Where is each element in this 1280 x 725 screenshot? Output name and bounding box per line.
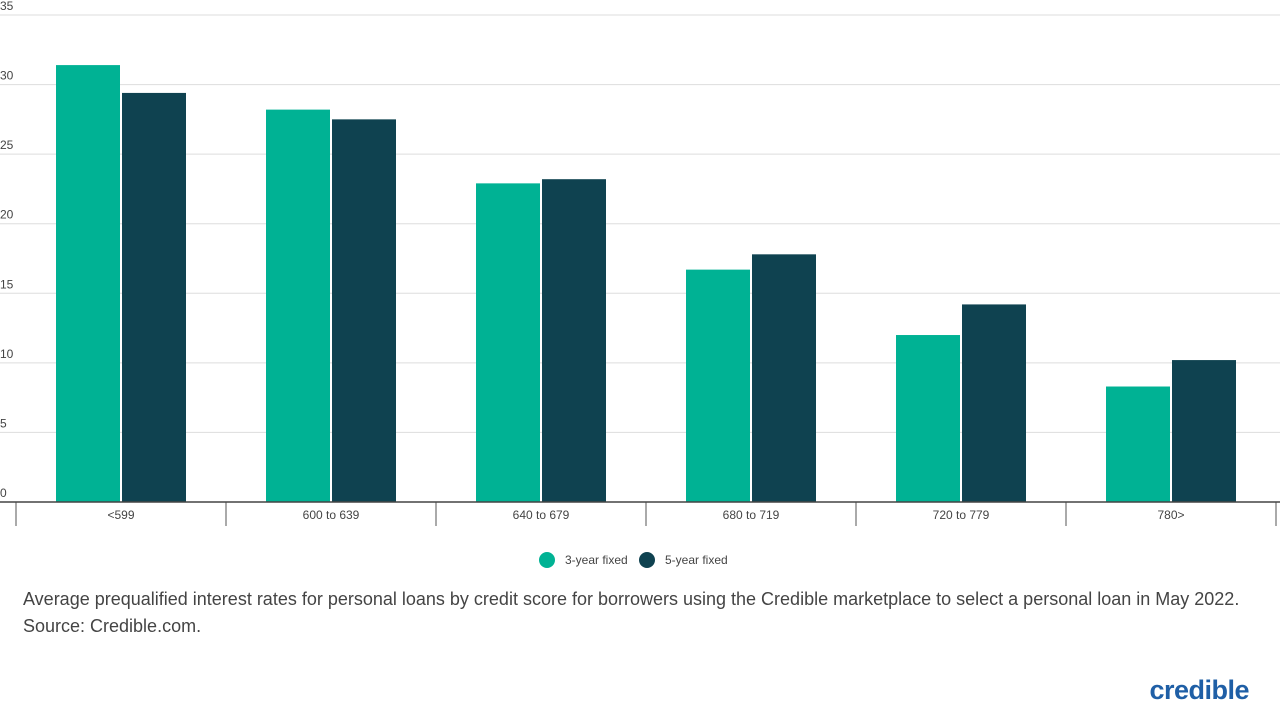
- bar: [1172, 360, 1236, 502]
- caption: Average prequalified interest rates for …: [23, 589, 1239, 609]
- bar: [476, 183, 540, 502]
- x-tick-label: 640 to 679: [513, 508, 570, 522]
- legend-label: 3-year fixed: [565, 553, 628, 567]
- bar: [122, 92, 186, 503]
- y-tick-label: 35: [0, 0, 14, 13]
- bar: [266, 109, 330, 503]
- y-tick-label: 20: [0, 208, 14, 222]
- y-tick-label: 25: [0, 138, 14, 152]
- y-tick-label: 15: [0, 277, 14, 291]
- bar: [332, 119, 396, 502]
- caption: Source: Credible.com.: [23, 616, 201, 636]
- legend-swatch: [539, 552, 555, 568]
- bar: [896, 335, 960, 502]
- y-tick-label: 5: [0, 416, 7, 430]
- x-tick-label: 780>: [1157, 508, 1184, 522]
- bar: [686, 269, 750, 502]
- bar: [56, 65, 120, 502]
- x-tick-label: 680 to 719: [723, 508, 780, 522]
- y-tick-label: 0: [0, 486, 7, 500]
- brand-logo: credible: [1149, 675, 1249, 705]
- legend-swatch: [639, 552, 655, 568]
- y-tick-label: 30: [0, 69, 14, 83]
- bar: [962, 304, 1026, 502]
- x-tick-label: <599: [107, 508, 134, 522]
- y-tick-label: 10: [0, 347, 14, 361]
- bar: [542, 179, 606, 502]
- x-tick-label: 600 to 639: [303, 508, 360, 522]
- legend-label: 5-year fixed: [665, 553, 728, 567]
- x-tick-label: 720 to 779: [933, 508, 990, 522]
- bar: [752, 254, 816, 502]
- bar: [1106, 386, 1170, 502]
